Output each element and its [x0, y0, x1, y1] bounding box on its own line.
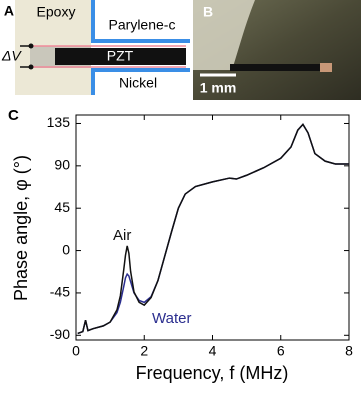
panel-a: A Epoxy Parylene-c PZT ΔV Nickel — [1, 0, 190, 95]
transducer-tip — [320, 63, 332, 72]
panel-b: 1 mm B — [193, 0, 361, 100]
y-tick-label: -45 — [50, 284, 70, 300]
x-tick-label: 6 — [277, 343, 285, 359]
parylene-layer — [91, 0, 190, 43]
x-axis-label: Frequency, f (MHz) — [136, 363, 289, 383]
legend-label: Water — [152, 310, 191, 327]
y-tick-label: 0 — [62, 241, 70, 257]
y-axis-label: Phase angle, φ (°) — [11, 155, 31, 301]
pzt-layer — [55, 48, 186, 65]
x-tick-label: 4 — [209, 343, 217, 359]
terminal — [28, 64, 34, 70]
data-line — [77, 123, 349, 335]
x-tick-label: 8 — [345, 343, 353, 359]
parylene-label: Parylene-c — [109, 17, 176, 33]
panel-label: A — [4, 3, 14, 19]
y-tick-label: -90 — [50, 326, 70, 342]
y-tick-label: 45 — [54, 199, 70, 215]
epoxy-label: Epoxy — [37, 4, 76, 20]
pzt-label: PZT — [107, 48, 134, 64]
voltage-label: ΔV — [1, 48, 22, 64]
y-tick-label: 90 — [54, 157, 70, 173]
panel-c: C Frequency, f (MHz) Phase angle, φ (°) … — [8, 107, 353, 383]
transducer — [230, 64, 325, 71]
panel-label: C — [8, 107, 19, 124]
scale-label: 1 mm — [200, 80, 237, 96]
panel-label: B — [203, 4, 213, 20]
x-tick-label: 0 — [72, 343, 80, 359]
legend-label: Air — [113, 227, 131, 244]
y-tick-label: 135 — [47, 114, 71, 130]
x-tick-label: 2 — [140, 343, 148, 359]
terminal — [28, 43, 34, 49]
nickel-label: Nickel — [119, 75, 157, 91]
nickel-layer — [91, 68, 190, 95]
epoxy-blob — [193, 0, 255, 70]
